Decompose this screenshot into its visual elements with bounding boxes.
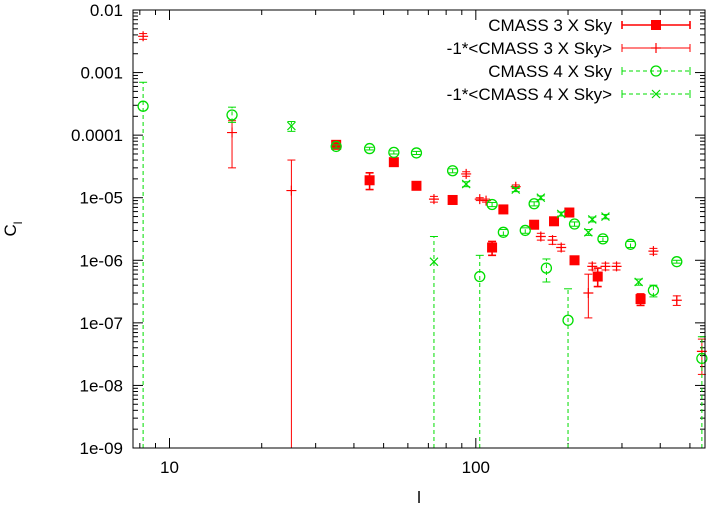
- data-point-circle: [696, 352, 708, 365]
- data-point-circle: [540, 262, 553, 274]
- data-point-plus: [583, 288, 594, 299]
- data-point-circle: [330, 140, 342, 153]
- data-point-square: [651, 20, 661, 30]
- data-point-plus: [547, 235, 558, 246]
- data-point-circle: [137, 100, 149, 112]
- series-2: [138, 31, 707, 448]
- data-point-circle: [363, 142, 376, 155]
- y-tick-label: 1e-07: [80, 314, 123, 333]
- data-point-plus: [651, 43, 661, 53]
- y-tick-label: 0.001: [80, 64, 123, 83]
- data-point-cross: [651, 89, 661, 99]
- data-point-circle: [650, 65, 662, 77]
- legend-item: CMASS 4 X Sky: [488, 62, 691, 81]
- legend-item: CMASS 3 X Sky: [488, 16, 691, 35]
- data-point-cross: [587, 214, 597, 224]
- plot-area: [137, 31, 708, 448]
- y-tick-label: 0.01: [90, 1, 123, 20]
- data-point-square: [447, 194, 458, 205]
- data-point-plus: [227, 127, 238, 138]
- data-point-circle: [671, 256, 683, 268]
- data-point-square: [635, 294, 646, 305]
- data-point-cross: [556, 209, 566, 219]
- data-point-circle: [647, 284, 660, 297]
- data-point-plus: [461, 168, 472, 179]
- data-point-circle: [568, 218, 581, 230]
- axis-tick-labels: 0.01 0.001 0.0001 1e-05 1e-06 1e-07 1e-08 1e-09…: [71, 1, 490, 477]
- y-tick-label: 0.0001: [71, 126, 123, 145]
- data-point-square: [529, 219, 540, 230]
- data-point-circle: [388, 146, 400, 159]
- legend-label: -1*<CMASS 3 X Sky>: [447, 39, 612, 58]
- y-tick-label: 1e-06: [80, 251, 123, 270]
- plot-frame: [132, 9, 706, 449]
- data-point-square: [592, 271, 603, 282]
- data-point-circle: [624, 238, 637, 250]
- data-point-plus: [611, 261, 622, 272]
- axis-ticks: [133, 9, 705, 449]
- data-point-square: [549, 216, 560, 227]
- x-tick-label: 10: [160, 458, 179, 477]
- x-axis-label: l: [417, 488, 421, 507]
- data-point-circle: [519, 224, 531, 237]
- legend-item: -1*<CMASS 4 X Sky>: [447, 85, 691, 104]
- data-point-plus: [587, 261, 598, 272]
- legend-label: CMASS 3 X Sky: [488, 16, 612, 35]
- data-point-circle: [486, 198, 498, 211]
- data-point-plus: [428, 194, 439, 205]
- y-tick-label: 1e-05: [80, 189, 123, 208]
- data-point-square: [569, 255, 580, 266]
- data-point-plus: [600, 261, 611, 272]
- data-point-cross: [601, 212, 610, 221]
- y-tick-label: 1e-08: [80, 376, 123, 395]
- data-point-circle: [528, 198, 540, 210]
- legend-label: -1*<CMASS 4 X Sky>: [447, 85, 612, 104]
- y-axis-label-subscript: l: [11, 222, 25, 225]
- data-point-plus: [671, 295, 682, 306]
- y-axis-label: Cl: [1, 222, 25, 237]
- series-1: [331, 139, 646, 307]
- series-4: [286, 121, 644, 448]
- data-point-cross: [634, 277, 644, 287]
- data-point-cross: [286, 121, 296, 131]
- data-point-cross: [536, 193, 546, 203]
- data-point-square: [364, 175, 375, 186]
- data-point-plus: [556, 242, 567, 253]
- data-point-plus: [535, 231, 546, 242]
- legend-item: -1*<CMASS 3 X Sky>: [447, 39, 691, 58]
- data-point-circle: [497, 226, 510, 238]
- data-point-circle: [562, 314, 574, 326]
- data-point-square: [498, 204, 509, 215]
- data-point-cross: [461, 179, 471, 189]
- x-tick-label: 100: [462, 458, 490, 477]
- data-point-circle: [446, 165, 459, 177]
- data-point-circle: [226, 109, 238, 121]
- data-point-cross: [511, 185, 521, 194]
- data-point-plus: [286, 185, 297, 196]
- y-tick-label: 1e-09: [80, 439, 123, 458]
- legend-label: CMASS 4 X Sky: [488, 62, 612, 81]
- data-point-plus: [648, 246, 659, 257]
- data-point-square: [487, 242, 498, 253]
- series-3: [137, 81, 708, 448]
- data-point-cross: [583, 227, 593, 237]
- data-point-plus: [138, 31, 149, 42]
- data-point-circle: [410, 147, 423, 159]
- data-point-cross: [429, 257, 439, 267]
- legend: CMASS 3 X Sky -1*<CMASS 3 X Sky> CMASS 4 X…: [447, 16, 691, 104]
- data-point-square: [388, 157, 399, 168]
- data-point-square: [564, 207, 575, 218]
- data-point-circle: [597, 233, 609, 245]
- data-point-circle: [474, 270, 486, 283]
- y-axis-label-main: C: [1, 224, 20, 236]
- data-point-square: [411, 180, 422, 191]
